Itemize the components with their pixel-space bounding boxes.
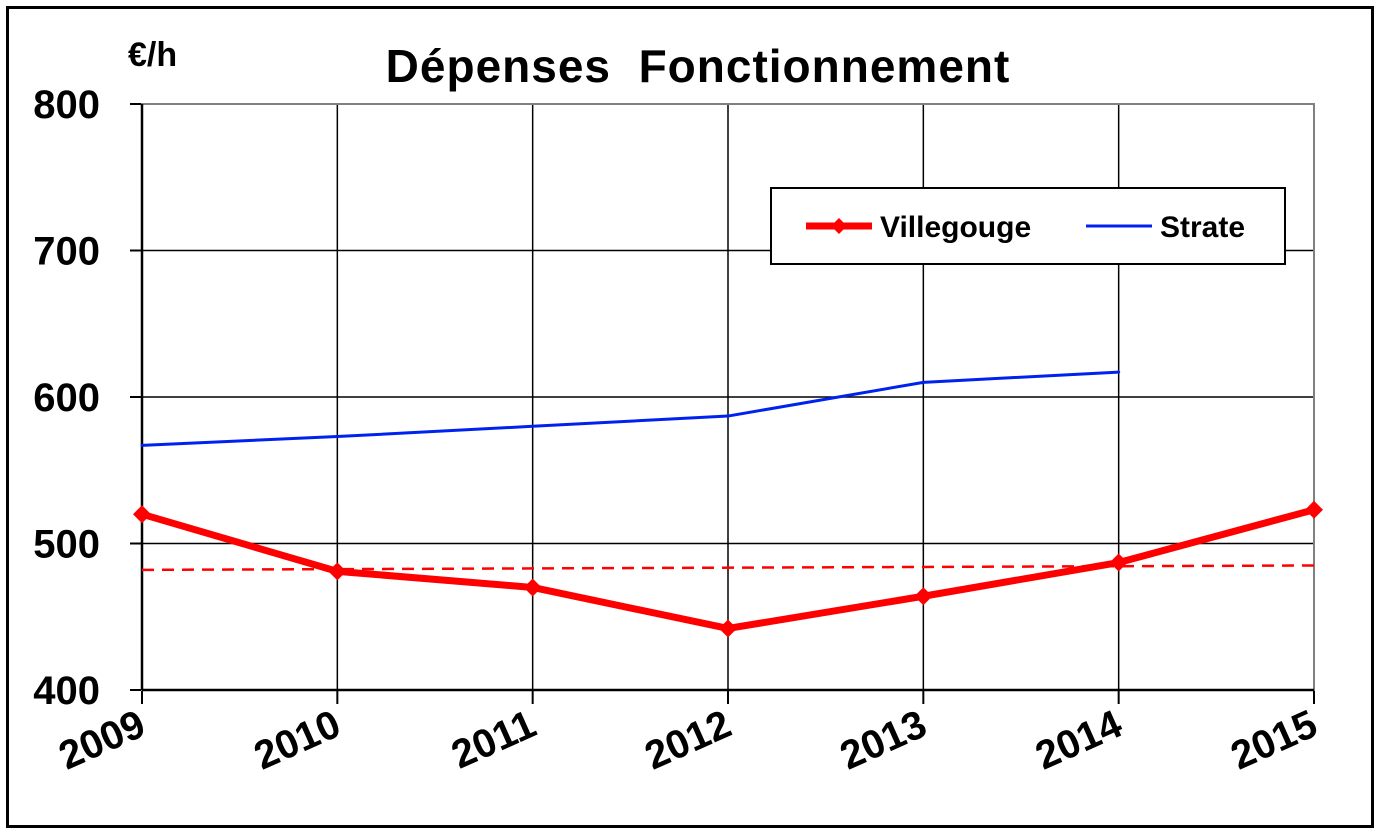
y-axis-unit-label: €/h: [128, 36, 177, 74]
x-tick-label-2009: 2009: [52, 702, 151, 778]
x-tick-label-2010: 2010: [248, 702, 347, 778]
data-point-villegouge-2012: [719, 619, 737, 638]
data-point-villegouge-2013: [914, 587, 933, 606]
x-tick-label-2014: 2014: [1029, 702, 1129, 779]
legend-marker-villegouge: [831, 218, 847, 234]
x-tick-labels: 2009 2010 2011 2012 2013 2014 2015: [52, 702, 1323, 779]
y-tick-label-700: 700: [33, 230, 100, 274]
chart-title: Dépenses Fonctionnement: [386, 40, 1011, 92]
data-point-villegouge-2009: [133, 505, 151, 524]
trendline: [141, 564, 1315, 572]
series-group: [133, 370, 1323, 638]
x-tick-label-2013: 2013: [834, 702, 933, 778]
x-tick-label-2012: 2012: [638, 702, 737, 778]
data-point-villegouge-2015: [1305, 500, 1323, 519]
legend: Villegouge Strate: [770, 187, 1286, 265]
legend-label-villegouge: Villegouge: [880, 211, 1031, 244]
x-tick-label-2011: 2011: [445, 702, 542, 777]
y-tick-label-400: 400: [33, 669, 100, 713]
series-line-strate: [140, 370, 1121, 447]
legend-label-strate: Strate: [1160, 211, 1245, 244]
axes: [140, 104, 1314, 692]
trendline-villegouge: [141, 564, 1315, 572]
y-tick-label-800: 800: [33, 83, 100, 127]
y-tick-label-600: 600: [33, 376, 100, 420]
data-point-villegouge-2010: [328, 562, 347, 581]
x-tick-label-2015: 2015: [1224, 702, 1323, 778]
legend-box: [770, 187, 1286, 265]
y-tick-label-500: 500: [33, 523, 100, 567]
data-point-villegouge-2014: [1109, 553, 1128, 572]
y-tick-labels: 400 500 600 700 800: [33, 83, 100, 713]
data-point-villegouge-2011: [523, 578, 542, 597]
